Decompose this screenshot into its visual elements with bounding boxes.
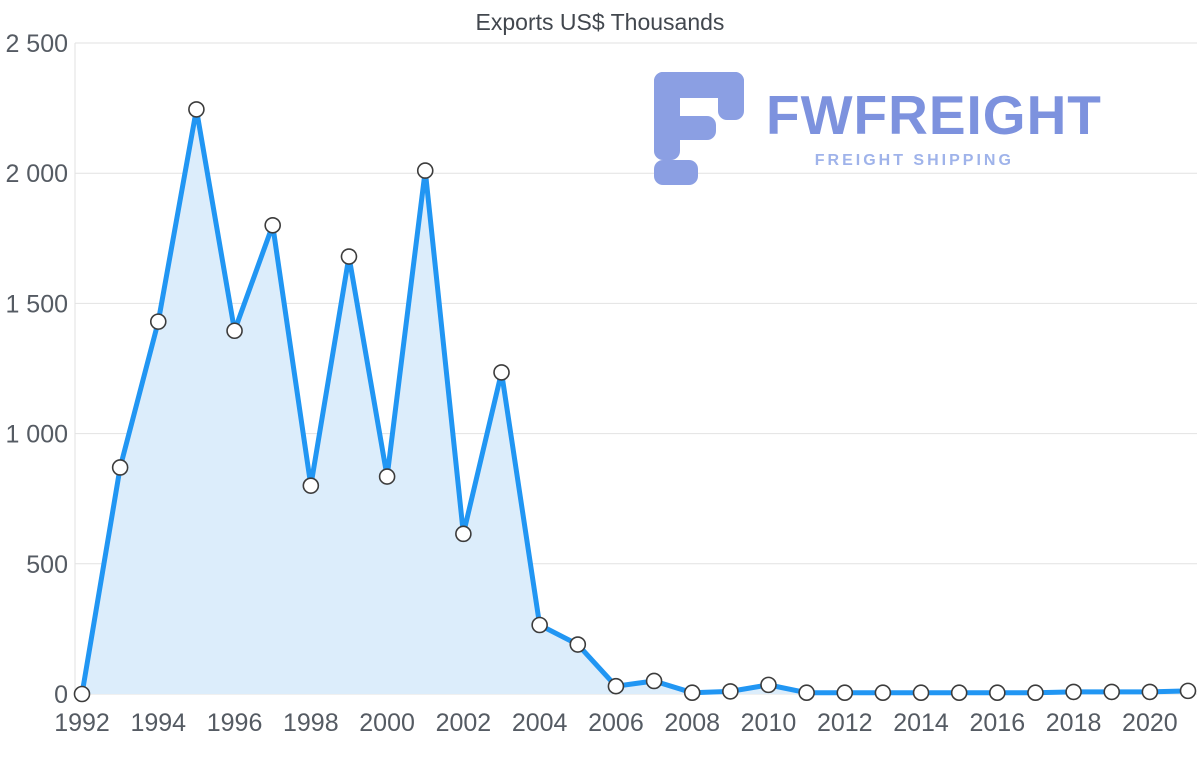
data-point[interactable] xyxy=(607,677,625,695)
data-point[interactable] xyxy=(569,636,587,653)
data-point[interactable] xyxy=(455,525,472,543)
data-point[interactable] xyxy=(722,683,739,700)
data-point[interactable] xyxy=(302,477,320,494)
data-point[interactable] xyxy=(149,313,167,330)
data-point[interactable] xyxy=(1027,684,1044,701)
data-point[interactable] xyxy=(1103,683,1121,701)
x-tick-label: 2020 xyxy=(1122,709,1178,737)
series-area xyxy=(82,109,1188,695)
y-tick-label: 2 500 xyxy=(5,30,68,58)
data-point[interactable] xyxy=(1065,683,1082,701)
data-point[interactable] xyxy=(1179,682,1197,700)
x-axis-labels: 1992 1994 1996 1998 2000 2002 2004 2006 2008 2010… xyxy=(54,709,1177,737)
data-point[interactable] xyxy=(1141,683,1159,701)
data-point[interactable] xyxy=(836,684,854,701)
x-tick-label: 1998 xyxy=(283,709,339,737)
data-point[interactable] xyxy=(340,248,358,265)
y-tick-label: 2 000 xyxy=(5,160,68,188)
x-tick-label: 1996 xyxy=(207,709,263,737)
x-tick-label: 2004 xyxy=(512,709,568,737)
data-point[interactable] xyxy=(493,364,510,381)
y-tick-label: 1 000 xyxy=(5,421,68,449)
x-tick-label: 2018 xyxy=(1046,709,1102,737)
data-point[interactable] xyxy=(73,685,91,703)
x-tick-label: 1992 xyxy=(54,709,110,737)
y-tick-label: 0 xyxy=(54,681,68,709)
data-point[interactable] xyxy=(989,684,1006,701)
data-point[interactable] xyxy=(226,322,243,340)
x-tick-label: 2006 xyxy=(588,709,644,737)
data-point[interactable] xyxy=(683,684,701,701)
x-tick-label: 2008 xyxy=(664,709,720,737)
data-point[interactable] xyxy=(874,684,892,701)
data-points xyxy=(73,101,1197,703)
y-axis-labels: 0 500 1 000 1 500 2 000 2 500 xyxy=(5,30,68,709)
x-tick-label: 2002 xyxy=(436,709,492,737)
x-tick-label: 2010 xyxy=(741,709,797,737)
data-point[interactable] xyxy=(760,676,777,694)
x-tick-label: 2000 xyxy=(359,709,415,737)
data-point[interactable] xyxy=(416,162,434,179)
data-point[interactable] xyxy=(531,616,548,634)
data-point[interactable] xyxy=(264,216,281,234)
x-tick-label: 2016 xyxy=(969,709,1025,737)
y-tick-label: 500 xyxy=(26,551,68,579)
data-point[interactable] xyxy=(912,684,930,701)
x-tick-label: 2012 xyxy=(817,709,873,737)
data-point[interactable] xyxy=(188,101,205,118)
y-tick-label: 1 500 xyxy=(5,290,68,318)
x-tick-label: 1994 xyxy=(130,709,186,737)
chart-title: Exports US$ Thousands xyxy=(475,9,725,35)
data-point[interactable] xyxy=(645,672,663,690)
data-point[interactable] xyxy=(950,684,968,701)
data-point[interactable] xyxy=(378,468,396,485)
x-tick-label: 2014 xyxy=(893,709,949,737)
data-point[interactable] xyxy=(111,459,129,476)
data-point[interactable] xyxy=(798,684,815,701)
